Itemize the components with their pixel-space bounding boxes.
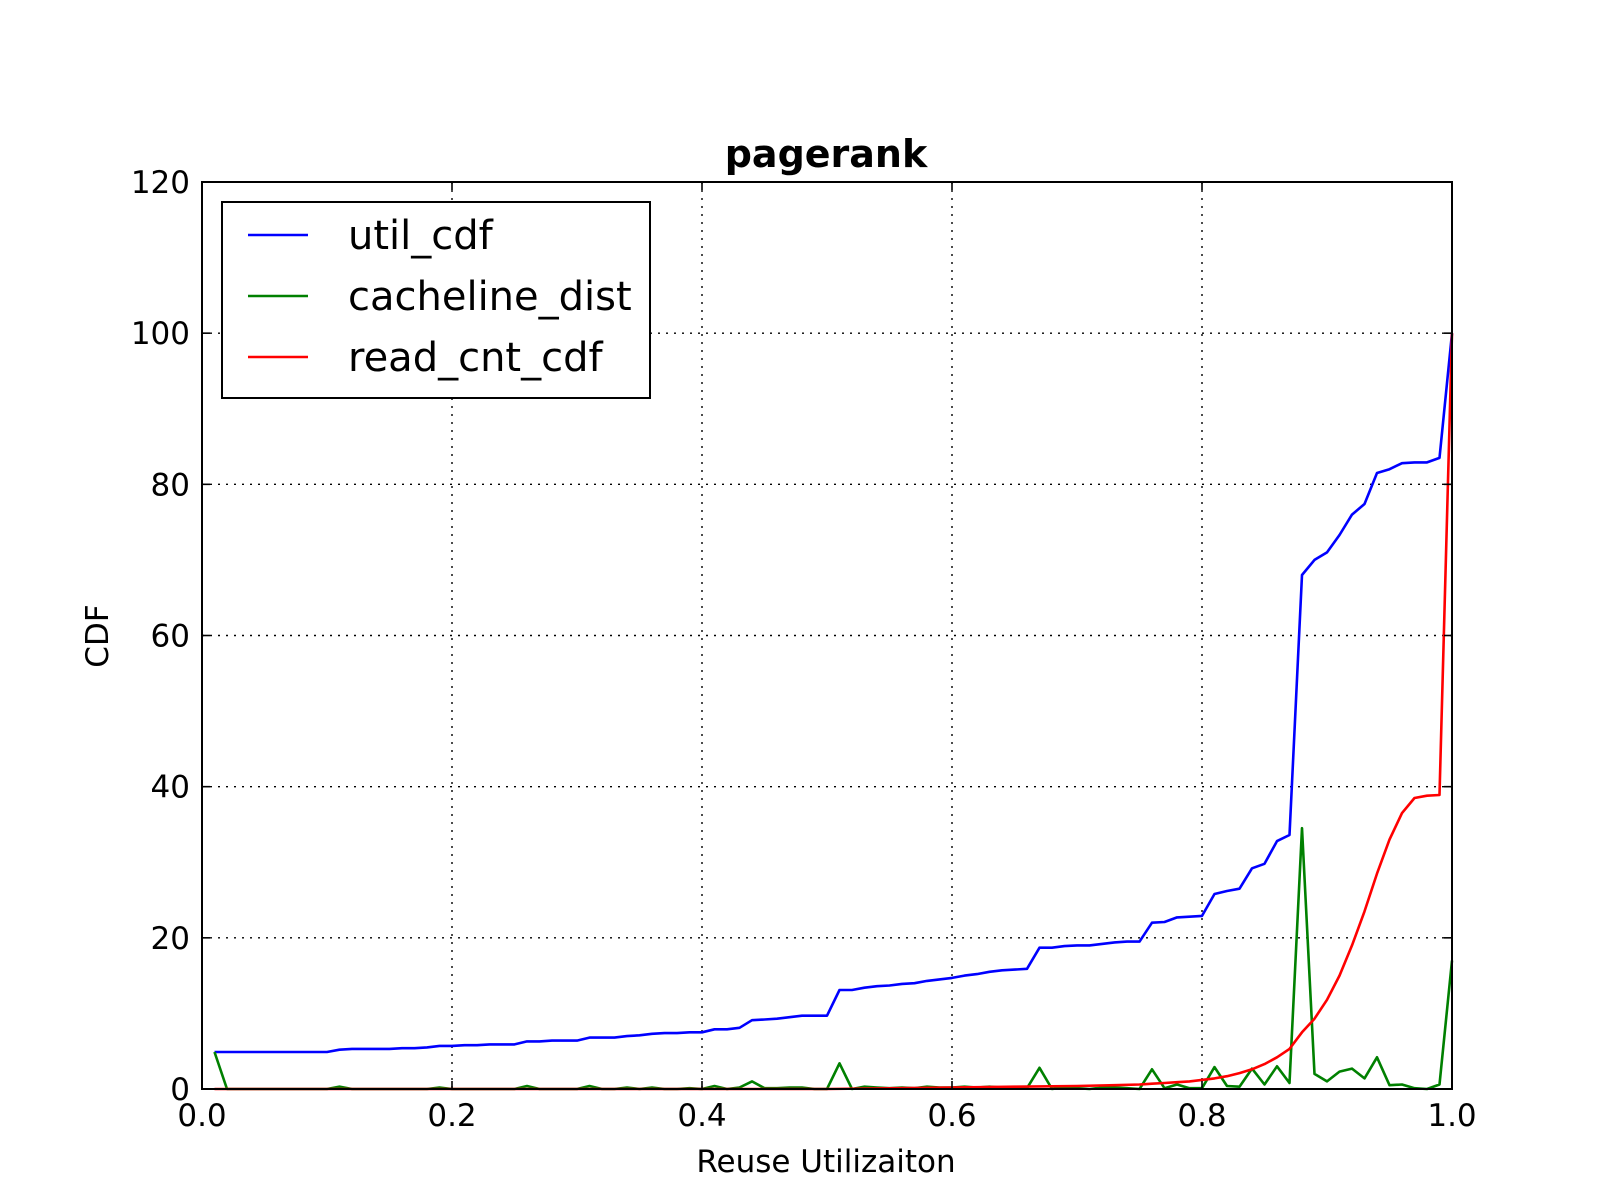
y-axis-label: CDF <box>80 604 116 667</box>
y-tick-labels: 0 20 40 60 80 100 120 <box>131 165 190 1108</box>
x-tick-label: 0.4 <box>677 1098 726 1134</box>
x-tick-label: 0.8 <box>1177 1098 1226 1134</box>
series-line-read-cnt-cdf <box>214 333 1454 1091</box>
series-line-util-cdf <box>214 333 1454 1054</box>
x-tick-label: 0.2 <box>427 1098 476 1134</box>
y-tick-label: 0 <box>170 1072 190 1108</box>
y-tick-label: 40 <box>151 770 190 806</box>
axis-ticks <box>201 181 1453 1090</box>
y-tick-label: 100 <box>131 316 190 352</box>
x-tick-labels: 0.0 0.2 0.4 0.6 0.8 1.0 <box>177 1098 1476 1134</box>
legend-label-cacheline-dist: cacheline_dist <box>348 274 632 320</box>
legend: util_cdf cacheline_dist read_cnt_cdf <box>221 201 651 399</box>
y-tick-label: 60 <box>151 619 190 655</box>
y-tick-label: 80 <box>151 467 190 503</box>
y-tick-label: 120 <box>131 165 190 201</box>
legend-label-util-cdf: util_cdf <box>348 213 494 259</box>
x-tick-label: 0.6 <box>927 1098 976 1134</box>
chart-title: pagerank <box>725 132 928 176</box>
legend-label-read-cnt-cdf: read_cnt_cdf <box>348 335 603 381</box>
x-tick-label: 1.0 <box>1427 1098 1476 1134</box>
x-tick-label: 0.0 <box>177 1098 226 1134</box>
y-tick-label: 20 <box>151 921 190 957</box>
x-axis-label: Reuse Utilizaiton <box>696 1144 955 1180</box>
